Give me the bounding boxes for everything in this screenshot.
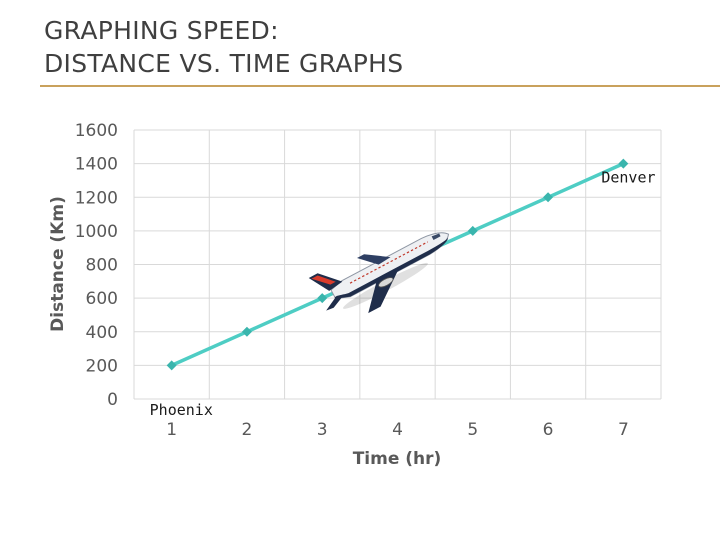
x-tick-label: 3 <box>317 420 328 440</box>
data-point <box>166 360 177 371</box>
x-axis-title: Time (hr) <box>353 449 442 469</box>
x-tick-label: 4 <box>392 420 403 440</box>
x-tick-label: 6 <box>543 420 554 440</box>
slide-title-line-1: GRAPHING SPEED: <box>44 16 279 45</box>
data-point <box>241 326 252 337</box>
y-tick-label: 400 <box>86 323 118 343</box>
y-tick-label: 0 <box>107 390 118 410</box>
x-axis-ticks: 1 2 3 4 5 6 7 <box>166 420 629 440</box>
data-point <box>543 192 554 203</box>
y-tick-label: 1000 <box>75 222 118 242</box>
chart-grid <box>133 129 662 400</box>
title-divider <box>40 85 720 87</box>
x-tick-label: 5 <box>467 420 478 440</box>
data-point <box>618 158 629 169</box>
airplane-icon <box>308 232 450 314</box>
data-point <box>317 293 328 304</box>
y-tick-label: 200 <box>86 356 118 376</box>
slide-title-line-2: DISTANCE VS. TIME GRAPHS <box>44 49 404 78</box>
y-tick-label: 1400 <box>75 155 118 175</box>
y-tick-label: 1600 <box>75 121 118 141</box>
x-tick-label: 7 <box>618 420 629 440</box>
annotation-denver: Denver <box>601 169 655 187</box>
annotation-phoenix: Phoenix <box>150 401 213 419</box>
x-tick-label: 2 <box>242 420 253 440</box>
x-tick-label: 1 <box>166 420 177 440</box>
y-tick-label: 1200 <box>75 188 118 208</box>
y-tick-label: 600 <box>86 289 118 309</box>
data-point <box>467 225 478 236</box>
y-axis-ticks: 0 200 400 600 800 1000 1200 1400 1600 <box>75 121 118 410</box>
y-tick-label: 800 <box>86 256 118 276</box>
slide-title: GRAPHING SPEED: DISTANCE VS. TIME GRAPHS <box>44 14 403 80</box>
y-axis-title: Distance (Km) <box>48 196 68 332</box>
